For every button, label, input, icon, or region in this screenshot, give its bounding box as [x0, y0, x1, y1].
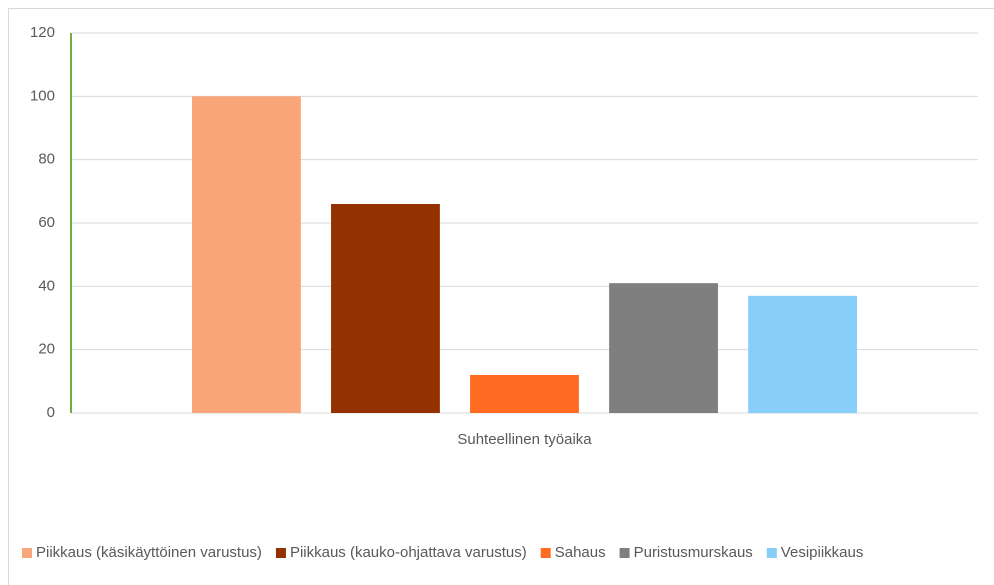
legend-swatch [766, 548, 777, 558]
legend-label: Sahaus [555, 544, 606, 561]
y-tick-label: 60 [38, 214, 55, 231]
legend-swatch [275, 548, 286, 558]
y-tick-label: 40 [38, 277, 55, 294]
bar [470, 375, 579, 413]
legend-swatch [22, 548, 32, 558]
y-tick-label: 80 [38, 151, 55, 168]
y-tick-label: 100 [30, 87, 55, 104]
x-tick-label: Suhteellinen työaika [457, 431, 592, 448]
legend-label: Piikkaus (käsikäyttöinen varustus) [36, 544, 262, 561]
legend-label: Puristusmurskaus [634, 544, 753, 561]
bar [748, 295, 858, 413]
y-tick-label: 0 [47, 404, 55, 421]
y-tick-label: 20 [38, 341, 55, 358]
legend-swatch [619, 548, 630, 558]
legend-label: Vesipiikkaus [781, 544, 864, 561]
bar [609, 283, 718, 413]
bar [191, 96, 301, 413]
legend-swatch [540, 548, 551, 558]
legend-label: Piikkaus (kauko-ohjattava varustus) [290, 544, 527, 561]
y-tick-label: 120 [30, 24, 55, 41]
bar [331, 204, 440, 413]
